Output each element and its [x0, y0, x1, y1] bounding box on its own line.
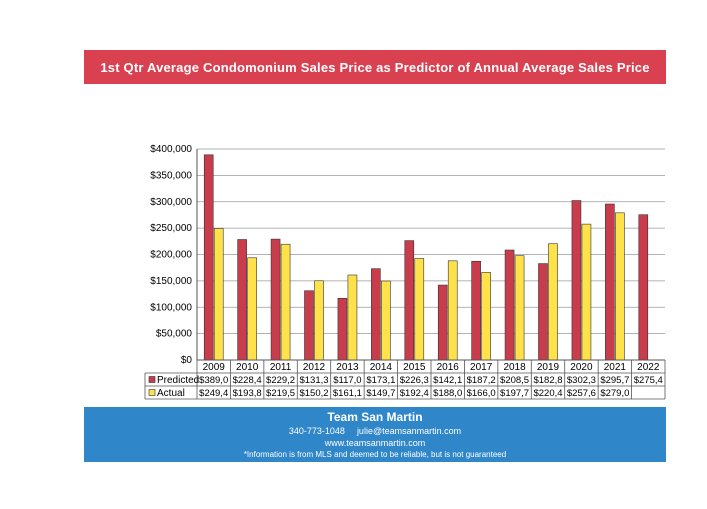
bar-predicted [471, 260, 481, 361]
y-tick-label: $0 [181, 355, 193, 366]
x-tick-label: 2011 [270, 362, 292, 373]
bar-actual [347, 274, 358, 361]
footer-banner: Team San Martin 340-773-1048 julie@teamsa… [84, 407, 666, 462]
bar-actual [447, 260, 458, 361]
bar-actual [481, 272, 491, 361]
y-tick-label: $300,000 [150, 197, 192, 208]
footer-disclaimer: *Information is from MLS and deemed to b… [243, 450, 507, 459]
x-tick-label: 2009 [203, 362, 226, 373]
x-tick-label: 2021 [604, 362, 627, 373]
data-table-cell: $188,0 [433, 388, 462, 399]
x-tick-label: 2020 [570, 362, 593, 373]
y-tick-label: $250,000 [150, 223, 192, 234]
bar-actual [280, 243, 291, 361]
data-table-cell: $302,3 [567, 375, 596, 386]
data-table-cell: $150,2 [299, 388, 328, 399]
data-table-cell: $208,5 [500, 375, 529, 386]
bar-predicted [638, 214, 649, 361]
bar-predicted [304, 290, 314, 361]
data-table-cell: $220,4 [533, 388, 562, 399]
data-table-cell: $182,8 [533, 375, 562, 386]
legend-label-actual: Actual [157, 388, 185, 399]
bar-actual [247, 257, 257, 361]
data-table-cell: $173,1 [366, 375, 395, 386]
data-table-cell: $229,2 [266, 375, 295, 386]
bar-actual [615, 212, 625, 361]
x-tick-label: 2019 [537, 362, 560, 373]
bar-predicted [237, 239, 247, 361]
footer-org: Team San Martin [327, 410, 423, 424]
data-table-cell: $257,6 [567, 388, 596, 399]
x-tick-label: 2017 [470, 362, 493, 373]
bar-predicted [437, 284, 448, 361]
bar-actual [314, 280, 324, 361]
bar-actual [581, 223, 592, 361]
y-tick-label: $50,000 [156, 329, 193, 340]
x-tick-label: 2018 [503, 362, 526, 373]
legend-label-predicted: Predicted [157, 375, 199, 386]
data-table-cell: $295,7 [600, 375, 629, 386]
y-tick-label: $100,000 [150, 302, 192, 313]
bar-predicted [270, 238, 281, 361]
x-tick-label: 2012 [303, 362, 326, 373]
footer-contact: 340-773-1048 julie@teamsanmartin.com [84, 426, 666, 436]
data-table-cell: $279,0 [600, 388, 629, 399]
data-table-cell: $226,3 [400, 375, 429, 386]
footer-email[interactable]: julie@teamsanmartin.com [356, 426, 462, 436]
bar-actual [414, 258, 425, 361]
x-tick-label: 2010 [236, 362, 259, 373]
bar-actual [381, 280, 391, 361]
data-table-cell: $219,5 [266, 388, 295, 399]
x-tick-label: 2016 [437, 362, 460, 373]
footer-phone: 340-773-1048 [288, 426, 345, 436]
bar-actual [548, 243, 558, 361]
data-table-cell: $192,4 [400, 388, 429, 399]
bar-predicted [371, 268, 381, 361]
x-tick-label: 2013 [336, 362, 359, 373]
bar-predicted [404, 240, 415, 361]
bar-predicted [605, 203, 615, 361]
data-table-cell: $131,3 [299, 375, 328, 386]
data-table-cell: $149,7 [366, 388, 395, 399]
data-table-cell: $117,0 [333, 375, 361, 386]
x-tick-label: 2022 [637, 362, 660, 373]
data-table-cell: $228,4 [233, 375, 262, 386]
data-table-cell: $193,8 [233, 388, 262, 399]
bar-actual [213, 228, 224, 361]
legend-swatch-predicted [148, 376, 156, 383]
footer-website[interactable]: www.teamsanmartin.com [324, 438, 426, 448]
legend-swatch-actual [148, 389, 156, 396]
bar-actual [514, 255, 525, 361]
data-table-cell: $249,4 [199, 388, 228, 399]
data-table-cell: $142,1 [433, 375, 462, 386]
data-table-cell: $275,4 [634, 375, 663, 386]
data-table-cell: $389,0 [199, 375, 228, 386]
x-tick-label: 2014 [370, 362, 393, 373]
bar-predicted [337, 297, 348, 361]
y-tick-label: $400,000 [150, 144, 192, 155]
data-table-cell: $197,7 [500, 388, 529, 399]
bar-predicted [571, 200, 582, 361]
data-table-cell: $161,1 [333, 388, 362, 399]
data-table-cell: $166,0 [467, 388, 496, 399]
y-tick-label: $350,000 [150, 170, 192, 181]
y-tick-label: $150,000 [150, 276, 192, 287]
data-table-cell: $187,2 [467, 375, 496, 386]
bar-predicted [538, 263, 548, 361]
x-tick-label: 2015 [403, 362, 426, 373]
bar-predicted [203, 154, 214, 361]
y-tick-label: $200,000 [150, 250, 192, 261]
bar-predicted [504, 249, 515, 361]
chart-title: 1st Qtr Average Condomonium Sales Price … [84, 50, 666, 84]
